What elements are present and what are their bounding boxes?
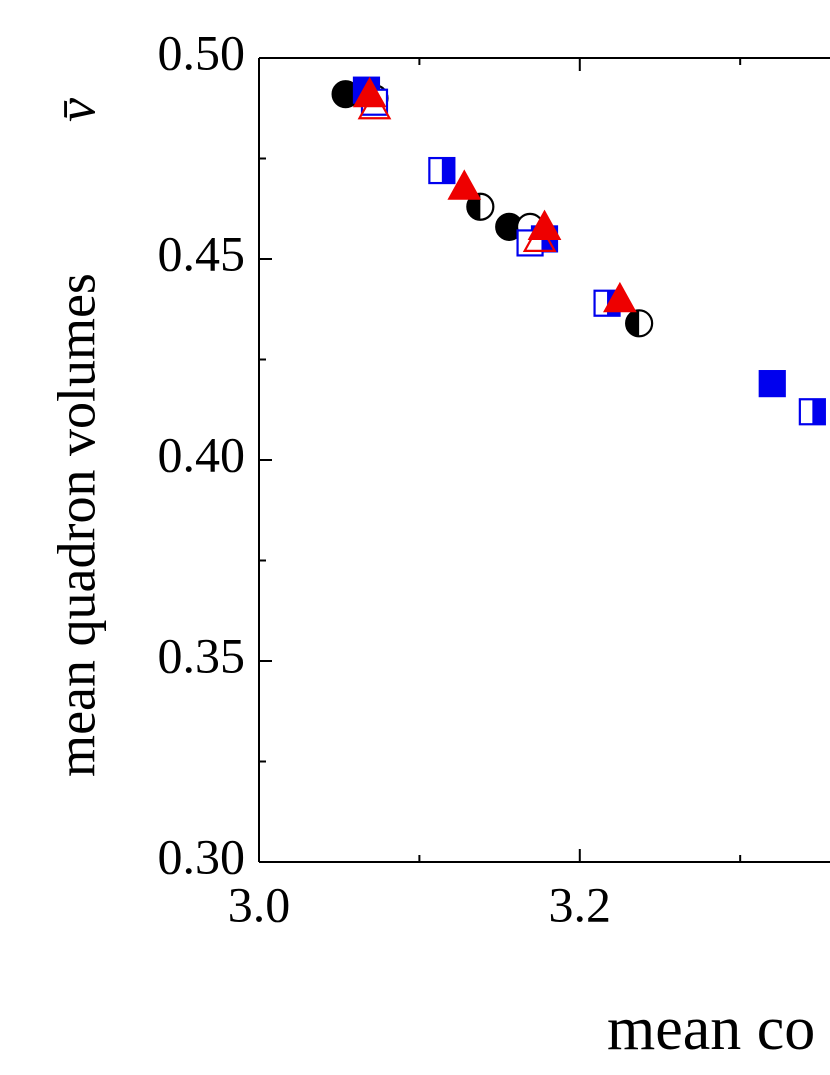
- y-tick-label: 0.35: [158, 627, 246, 683]
- marker-shape: [527, 209, 562, 240]
- data-point: [522, 221, 557, 252]
- marker-half: [441, 158, 455, 184]
- y-label-symbol: v̄: [46, 98, 106, 122]
- data-point: [758, 370, 786, 398]
- data-point: [466, 192, 495, 221]
- data-point: [352, 76, 387, 108]
- marker-shape: [357, 88, 392, 120]
- y-label: mean quadron volumes: [46, 273, 106, 777]
- marker-half: [812, 399, 825, 425]
- x-tick-label: 3.2: [549, 876, 612, 932]
- data-point: [625, 309, 654, 338]
- marker-half: [467, 193, 481, 220]
- x-tick-label: 3.0: [228, 876, 291, 932]
- data-point: [357, 88, 392, 120]
- marker-shape: [603, 281, 637, 313]
- y-tick-label: 0.45: [158, 225, 246, 281]
- marker-shape: [522, 221, 557, 252]
- y-tick-label: 0.40: [158, 426, 246, 482]
- marker-shape: [447, 169, 482, 200]
- y-axis-title: mean quadron volumes v̄: [46, 98, 106, 777]
- data-point: [428, 156, 456, 185]
- y-tick-label: 0.30: [158, 828, 246, 884]
- marker-shape: [352, 76, 387, 108]
- data-point: [447, 169, 482, 200]
- marker-half: [626, 310, 640, 337]
- marker-shape: [758, 370, 786, 398]
- data-point: [798, 398, 826, 426]
- data-point: [603, 281, 637, 313]
- x-label: mean co: [607, 995, 815, 1063]
- data-point: [527, 209, 562, 240]
- y-tick-label: 0.50: [158, 24, 246, 80]
